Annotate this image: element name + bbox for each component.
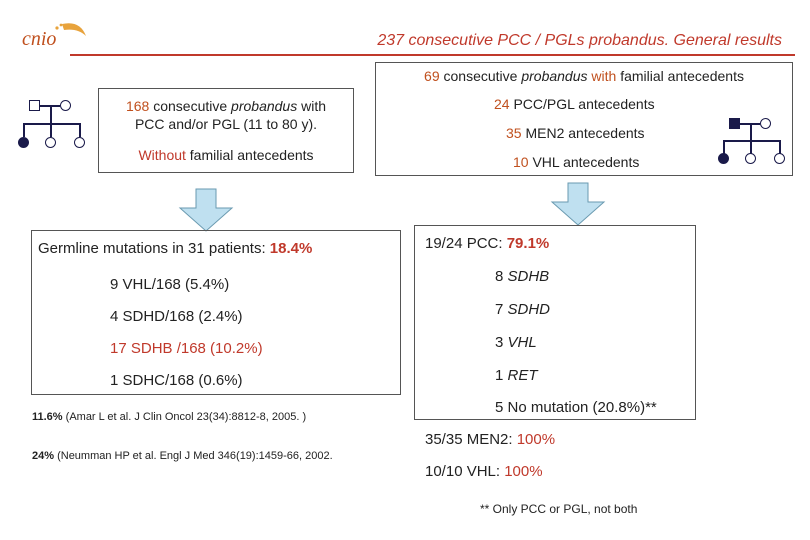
without-label: Without (138, 147, 186, 163)
men2-result: 35/35 MEN2: 100% (425, 431, 556, 448)
vhl-result: 10/10 VHL: 100% (425, 463, 543, 480)
sporadic-box: 168 consecutive probandus with PCC and/o… (98, 88, 354, 173)
result-no-mutation: 5 No mutation (20.8%)** (495, 399, 657, 416)
germline-row-sdhd: 4 SDHD/168 (2.4%) (110, 308, 243, 325)
reference-1: 11.6% (Amar L et al. J Clin Oncol 23(34)… (32, 411, 307, 423)
result-sdhd: 7 SDHD (495, 301, 551, 318)
sporadic-count: 168 (125, 98, 150, 114)
result-vhl: 3 VHL (495, 334, 537, 351)
results-box: 19/24 PCC: 79.1% (414, 225, 696, 420)
germline-row-vhl: 9 VHL/168 (5.4%) (110, 276, 230, 293)
result-sdhb: 8 SDHB (495, 268, 550, 285)
reference-2: 24% (Neumman HP et al. Engl J Med 346(19… (32, 450, 333, 462)
arrow-down-left-icon (178, 188, 234, 232)
germline-row-sdhc: 1 SDHC/168 (0.6%) (110, 372, 243, 389)
cnio-logo: cnio (20, 16, 100, 56)
result-ret: 1 RET (495, 367, 538, 384)
logo-text: cnio (22, 28, 57, 50)
logo-swoosh-icon (55, 23, 86, 36)
germline-row-sdhb: 17 SDHB /168 (10.2%) (110, 340, 263, 357)
familial-box: 69 consecutive probandus with familial a… (375, 62, 793, 176)
germline-box: Germline mutations in 31 patients: 18.4% (31, 230, 401, 395)
page-title: 237 consecutive PCC / PGLs probandus. Ge… (377, 32, 782, 49)
footnote: ** Only PCC or PGL, not both (480, 502, 638, 516)
title-rule (70, 54, 795, 56)
arrow-down-right-icon (550, 182, 606, 226)
sporadic-line2: PCC and/or PGL (11 to 80 y). (134, 116, 318, 132)
